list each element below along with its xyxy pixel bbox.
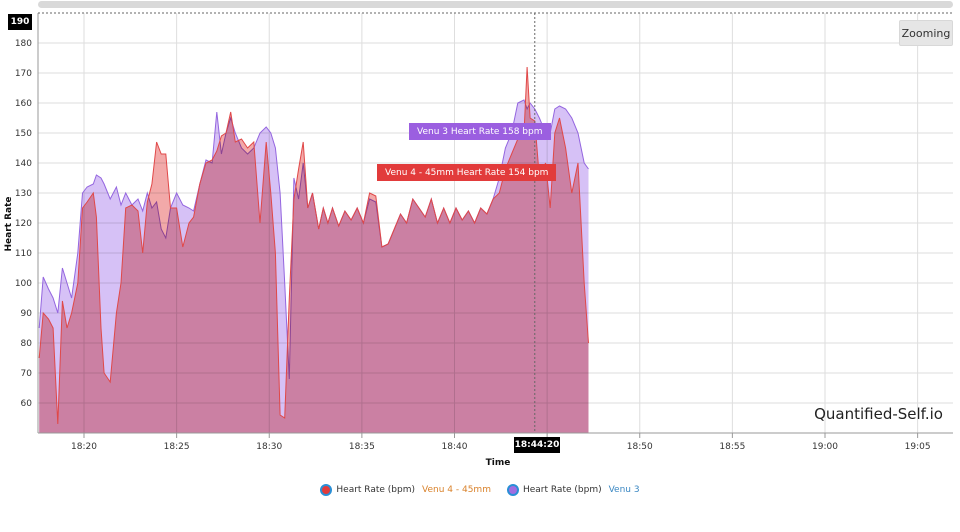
x-tick-label: 18:35 (349, 442, 375, 452)
y-tick-label: 160 (15, 99, 32, 109)
line-venu4 (38, 66, 589, 425)
chart-axes: 60 70 80 90 100 110 120 130 140 150 160 170 180 18:20… (15, 13, 953, 452)
chart-legend: Heart Rate (bpm) Venu 4 - 45mm Heart Rat… (0, 484, 960, 496)
y-tick-label: 60 (21, 399, 33, 409)
y-axis-label: Heart Rate (4, 197, 14, 252)
x-tick-label: 18:55 (719, 442, 745, 452)
y-tick-label: 170 (15, 69, 32, 79)
x-tick-label: 18:20 (71, 442, 97, 452)
x-tick-label: 18:50 (627, 442, 653, 452)
x-tick-label: 19:05 (905, 442, 931, 452)
watermark-logo: Quantified-Self.io (814, 405, 943, 423)
y-tick-label: 130 (15, 189, 32, 199)
y-tick-label: 70 (21, 369, 33, 379)
legend-item-venu3[interactable]: Heart Rate (bpm) Venu 3 (506, 484, 640, 496)
chart-areas (38, 66, 589, 433)
tooltip-venu4: Venu 4 - 45mm Heart Rate 154 bpm (377, 164, 557, 181)
y-tick-label: 150 (15, 129, 32, 139)
area-venu4 (39, 67, 589, 433)
legend-label-venu3: Heart Rate (bpm) (522, 485, 602, 495)
legend-label-venu4: Heart Rate (bpm) (336, 485, 416, 495)
top-scrollbar[interactable] (38, 1, 953, 8)
zoom-button[interactable]: Zooming (899, 20, 953, 46)
y-tick-label: 100 (15, 279, 32, 289)
x-axis-label: Time (486, 458, 511, 468)
y-tick-label: 140 (15, 159, 32, 169)
x-tick-label: 19:00 (812, 442, 838, 452)
x-tick-label: 18:25 (164, 442, 190, 452)
legend-item-venu4[interactable]: Heart Rate (bpm) Venu 4 - 45mm (320, 484, 491, 496)
legend-device-venu4: Venu 4 - 45mm (422, 485, 491, 495)
y-tick-label: 180 (15, 39, 32, 49)
crosshair-x-badge: 18:44:20 (514, 437, 560, 453)
x-tick-label: 18:30 (256, 442, 282, 452)
y-tick-label: 90 (21, 309, 33, 319)
y-tick-label: 80 (21, 339, 33, 349)
x-tick-label: 18:40 (442, 442, 468, 452)
legend-dot-venu3 (506, 484, 519, 496)
y-tick-label: 120 (15, 219, 32, 229)
tooltip-venu3: Venu 3 Heart Rate 158 bpm (409, 123, 551, 140)
legend-dot-venu4 (320, 484, 333, 496)
y-tick-label: 110 (15, 249, 32, 259)
crosshair-y-badge: 190 (8, 14, 32, 30)
crosshair (38, 12, 953, 433)
legend-device-venu3: Venu 3 (608, 485, 640, 495)
